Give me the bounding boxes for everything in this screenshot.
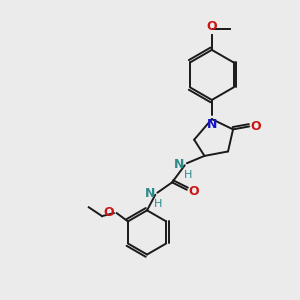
- Text: H: H: [184, 170, 192, 180]
- Text: N: N: [174, 158, 185, 171]
- Text: O: O: [188, 185, 199, 198]
- Text: O: O: [251, 120, 261, 133]
- Text: N: N: [145, 187, 155, 200]
- Text: O: O: [206, 20, 217, 33]
- Text: O: O: [104, 206, 114, 219]
- Text: H: H: [154, 199, 162, 209]
- Text: N: N: [207, 118, 217, 130]
